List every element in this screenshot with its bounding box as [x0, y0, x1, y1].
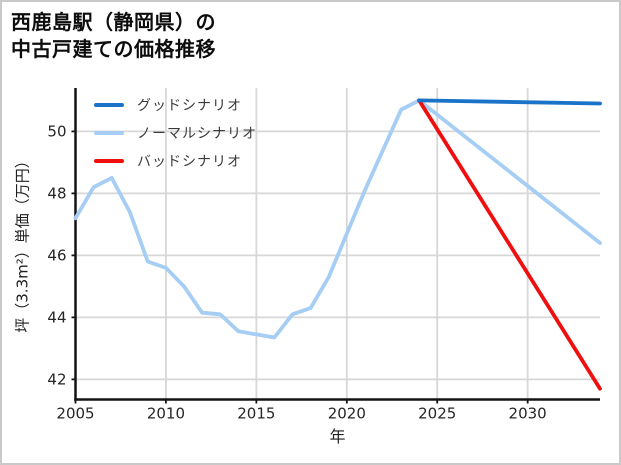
x-tick-label: 2030	[509, 405, 547, 423]
legend-item-bad-scenario: バッドシナリオ	[94, 147, 257, 175]
normal-scenario-line	[73, 98, 602, 340]
good-scenario-line-swatch	[94, 103, 124, 107]
normal-scenario-line-swatch	[94, 131, 124, 135]
bad-scenario-line	[417, 98, 602, 391]
bad-scenario-line-swatch	[94, 159, 124, 163]
page-title-line2: 中古戸建ての価格推移	[11, 37, 216, 61]
page-title: 西鹿島駅（静岡県）の 中古戸建ての価格推移	[11, 9, 216, 63]
legend-item-normal-scenario: ノーマルシナリオ	[94, 119, 257, 147]
y-tick-label: 44	[47, 308, 66, 326]
page-title-line1: 西鹿島駅（静岡県）の	[11, 10, 216, 34]
x-tick-label: 2005	[56, 405, 94, 423]
x-tick-label: 2020	[328, 405, 366, 423]
y-tick-label: 48	[47, 184, 66, 202]
legend-item-good-scenario: グッドシナリオ	[94, 91, 257, 119]
x-tick-label: 2025	[418, 405, 456, 423]
y-tick-label: 46	[47, 246, 66, 264]
legend-label: ノーマルシナリオ	[137, 126, 257, 142]
y-axis-label: 坪（3.3m²）単価（万円）	[13, 153, 32, 333]
y-tick-label: 50	[47, 122, 66, 140]
good-scenario-line	[417, 98, 602, 106]
x-axis-label: 年	[329, 427, 346, 446]
x-tick-label: 2010	[147, 405, 185, 423]
legend-label: バッドシナリオ	[137, 154, 242, 170]
legend-label: グッドシナリオ	[137, 98, 242, 114]
y-tick-label: 42	[47, 370, 66, 388]
x-tick-label: 2015	[237, 405, 275, 423]
legend: グッドシナリオ ノーマルシナリオ バッドシナリオ	[94, 91, 257, 175]
